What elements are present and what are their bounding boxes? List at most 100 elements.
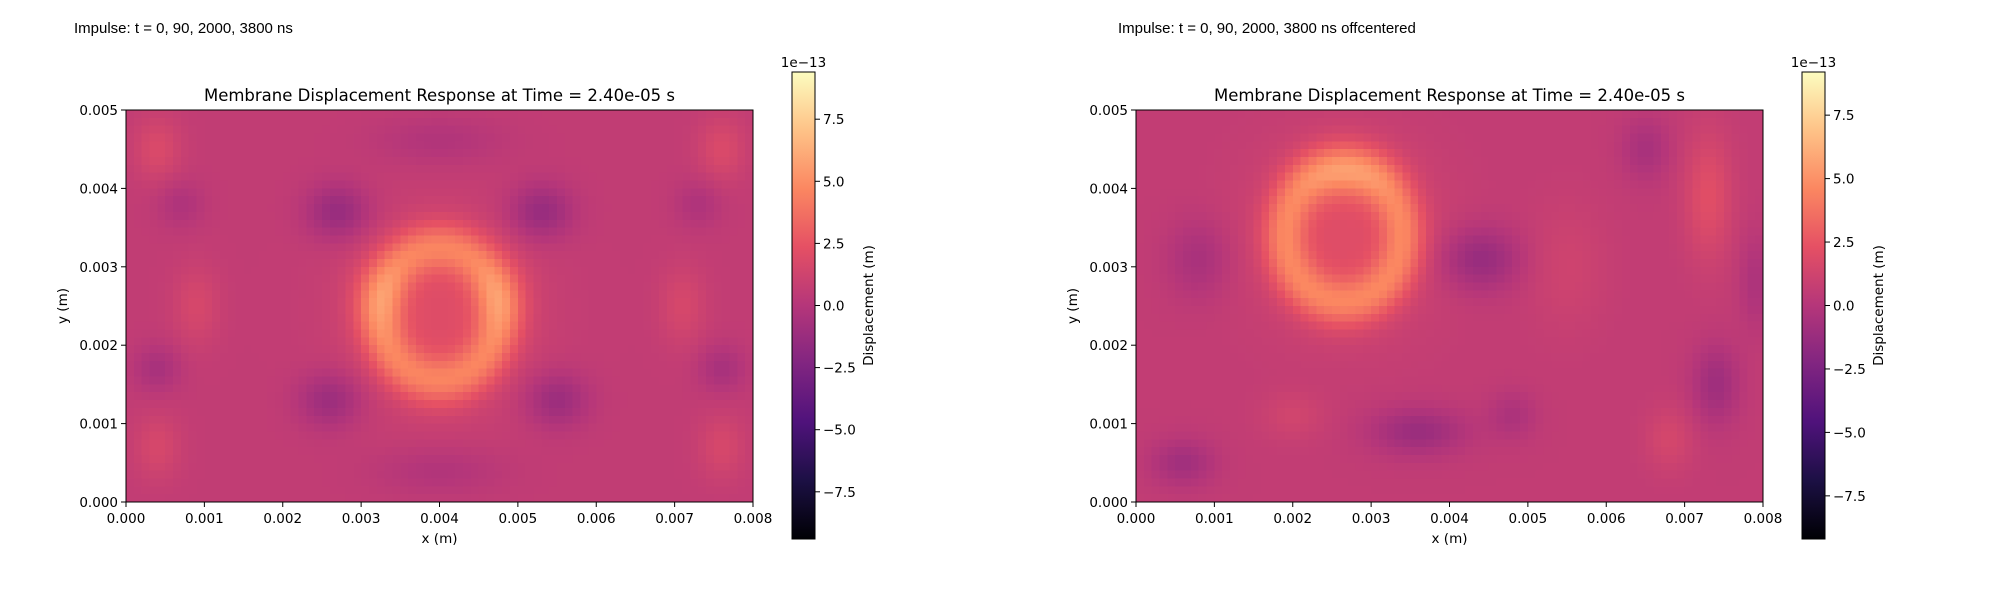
- heatmap-cell: [627, 321, 637, 331]
- heatmap-cell: [502, 321, 511, 331]
- heatmap-cell: [361, 149, 370, 158]
- heatmap-cell: [251, 211, 260, 221]
- heatmap-cell: [188, 337, 198, 346]
- heatmap-cell: [1700, 149, 1709, 158]
- heatmap-cell: [745, 470, 754, 480]
- heatmap-cell: [517, 290, 527, 299]
- heatmap-cell: [627, 164, 637, 174]
- heatmap-cell: [619, 219, 629, 229]
- heatmap-cell: [157, 431, 166, 440]
- heatmap-cell: [713, 392, 723, 401]
- heatmap-cell: [596, 125, 605, 135]
- heatmap-cell: [133, 188, 143, 197]
- heatmap-cell: [729, 384, 738, 393]
- heatmap-cell: [384, 133, 394, 142]
- heatmap-cell: [721, 494, 731, 503]
- heatmap-cell: [408, 306, 417, 315]
- heatmap-cell: [729, 282, 738, 291]
- heatmap-cell: [745, 400, 754, 409]
- heatmap-cell: [729, 400, 738, 409]
- heatmap-cell: [251, 266, 260, 276]
- heatmap-cell: [165, 211, 174, 221]
- heatmap-cell: [627, 470, 637, 480]
- heatmap-cell: [588, 353, 597, 362]
- heatmap-cell: [227, 133, 237, 142]
- heatmap-cell: [1739, 164, 1748, 174]
- heatmap-cell: [415, 196, 425, 205]
- heatmap-cell: [557, 243, 566, 252]
- colorbar-tick-label: −5.0: [823, 423, 856, 439]
- heatmap-cell: [1645, 172, 1654, 182]
- heatmap-cell: [126, 125, 135, 135]
- heatmap-cell: [564, 439, 574, 448]
- heatmap-cell: [243, 282, 252, 291]
- heatmap-cell: [572, 235, 582, 244]
- heatmap-cell: [361, 258, 370, 268]
- heatmap-cell: [737, 353, 746, 362]
- heatmap-cell: [533, 360, 542, 370]
- heatmap-cell: [282, 141, 292, 150]
- heatmap-cell: [220, 415, 229, 425]
- heatmap-cell: [463, 400, 472, 409]
- heatmap-cell: [1198, 180, 1208, 189]
- heatmap-cell: [580, 172, 590, 182]
- heatmap-cell: [533, 196, 542, 205]
- heatmap-cell: [141, 133, 151, 142]
- heatmap-cell: [157, 243, 166, 252]
- heatmap-cell: [1614, 180, 1623, 189]
- heatmap-cell: [611, 306, 621, 315]
- heatmap-cell: [1747, 110, 1756, 119]
- heatmap-cell: [361, 345, 370, 354]
- heatmap-cell: [682, 243, 691, 252]
- heatmap-cell: [698, 196, 707, 205]
- heatmap-cell: [690, 454, 699, 464]
- heatmap-cell: [1425, 196, 1435, 205]
- heatmap-cell: [165, 392, 174, 401]
- heatmap-cell: [173, 321, 182, 331]
- heatmap-cell: [713, 251, 723, 260]
- heatmap-cell: [212, 196, 221, 205]
- heatmap-cell: [1418, 157, 1427, 166]
- heatmap-cell: [329, 321, 339, 331]
- heatmap-cell: [1457, 180, 1466, 189]
- heatmap-cell: [1143, 149, 1153, 158]
- heatmap-cell: [361, 439, 370, 448]
- heatmap-cell: [298, 141, 307, 150]
- heatmap-cell: [353, 282, 362, 291]
- heatmap-cell: [447, 227, 456, 237]
- heatmap-cell: [549, 321, 558, 331]
- heatmap-cell: [439, 415, 448, 425]
- heatmap-cell: [196, 470, 205, 480]
- heatmap-cell: [486, 447, 495, 456]
- heatmap-cell: [274, 125, 284, 135]
- heatmap-cell: [713, 180, 723, 189]
- heatmap-cell: [1574, 117, 1584, 127]
- heatmap-cell: [1183, 117, 1192, 127]
- heatmap-cell: [204, 266, 213, 276]
- heatmap-cell: [682, 227, 691, 237]
- heatmap-cell: [439, 290, 448, 299]
- heatmap-cell: [557, 133, 566, 142]
- heatmap-cell: [314, 290, 323, 299]
- heatmap-cell: [267, 204, 276, 213]
- heatmap-cell: [376, 117, 386, 127]
- heatmap-cell: [478, 180, 488, 189]
- heatmap-cell: [580, 266, 590, 276]
- heatmap-cell: [502, 376, 511, 385]
- heatmap-cell: [204, 376, 213, 385]
- heatmap-cell: [306, 180, 315, 189]
- heatmap-cell: [502, 266, 511, 276]
- heatmap-cell: [259, 423, 268, 433]
- y-tick-label: 0.003: [79, 260, 118, 276]
- heatmap-cell: [345, 439, 354, 448]
- heatmap-cell: [1543, 196, 1552, 205]
- heatmap-cell: [486, 188, 495, 197]
- heatmap-cell: [133, 447, 143, 456]
- heatmap-cell: [1739, 149, 1748, 158]
- heatmap-cell: [1324, 125, 1333, 135]
- heatmap-cell: [541, 274, 550, 284]
- heatmap-cell: [243, 407, 252, 417]
- heatmap-cell: [306, 149, 315, 158]
- heatmap-cell: [666, 243, 676, 252]
- heatmap-cell: [463, 227, 472, 237]
